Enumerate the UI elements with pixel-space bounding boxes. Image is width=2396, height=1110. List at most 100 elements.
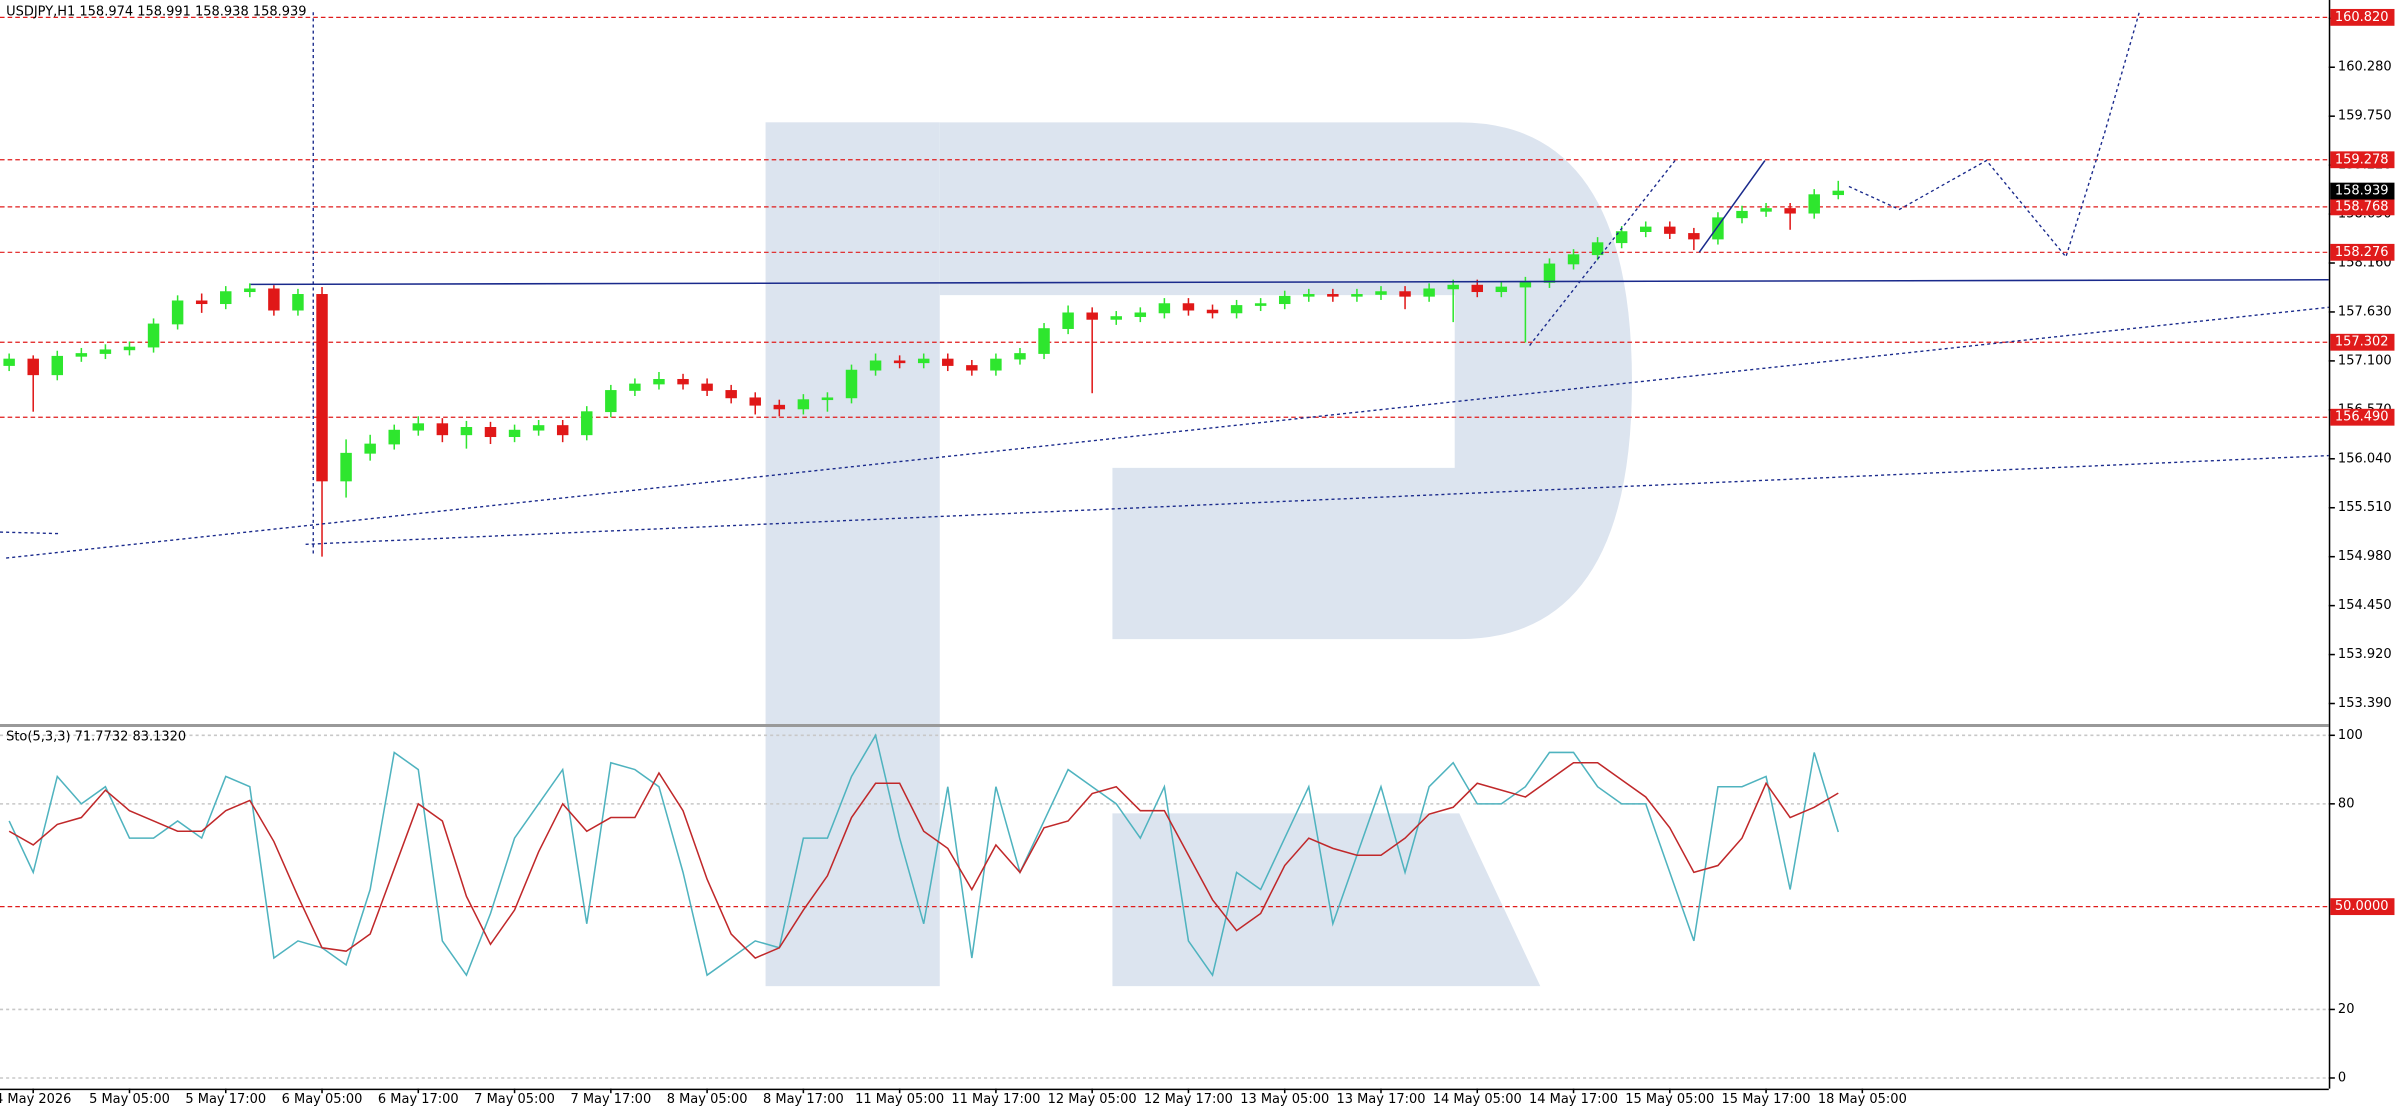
candle-body <box>1760 208 1772 212</box>
projection <box>1698 160 1766 253</box>
x-tick-label: 5 May 05:00 <box>89 1092 170 1107</box>
level-label: 158.768 <box>2335 199 2389 214</box>
candle-body <box>1519 282 1532 288</box>
y-tick-label: 154.450 <box>2338 598 2392 613</box>
candle-body <box>195 300 208 305</box>
candle-body <box>316 294 328 482</box>
series-line <box>8 733 1840 978</box>
candle-body <box>1664 226 1676 234</box>
x-tick-label: 13 May 17:00 <box>1336 1092 1425 1107</box>
candle-body <box>1351 294 1363 297</box>
level-label: 156.490 <box>2335 410 2389 425</box>
candle-body <box>27 358 39 376</box>
x-tick-label: 15 May 17:00 <box>1722 1092 1811 1107</box>
x-tick-label: 11 May 17:00 <box>951 1092 1040 1107</box>
candle-body <box>484 427 497 438</box>
candle-body <box>1230 305 1243 314</box>
level-label: 157.302 <box>2335 335 2389 350</box>
candle-body <box>581 411 593 436</box>
candle-body <box>629 383 641 391</box>
candle-body <box>3 358 15 366</box>
candle-body <box>893 360 906 364</box>
candle-body <box>1640 226 1652 232</box>
candle-body <box>845 369 858 399</box>
candle-body <box>1375 291 1387 295</box>
candle-body <box>701 383 713 391</box>
y-tick-label: 20 <box>2338 1002 2355 1017</box>
x-tick-label: 18 May 05:00 <box>1818 1092 1907 1107</box>
x-tick-label: 8 May 17:00 <box>763 1092 844 1107</box>
candle-body <box>244 288 256 293</box>
series-line <box>8 761 1839 959</box>
candle-body <box>268 288 280 311</box>
candle-body <box>1086 312 1098 320</box>
y-tick-label: 157.630 <box>2338 304 2392 319</box>
trend-line <box>305 454 2329 545</box>
candle-body <box>51 355 64 376</box>
candle-body <box>605 390 617 413</box>
watermark-bowl <box>939 122 1632 640</box>
candle-body <box>1158 303 1171 314</box>
x-tick-label: 12 May 05:00 <box>1048 1092 1137 1107</box>
y-tick-label: 153.390 <box>2338 696 2392 711</box>
level-label: 50.0000 <box>2335 899 2389 914</box>
candle-body <box>1615 231 1628 244</box>
candle-body <box>1712 217 1724 240</box>
candle-body <box>1447 284 1459 290</box>
x-tick-label: 7 May 05:00 <box>474 1092 555 1107</box>
level-label-box <box>2330 898 2395 916</box>
chart-title: USDJPY,H1 158.974 158.991 158.938 158.93… <box>6 5 306 20</box>
candle-body <box>75 353 88 357</box>
y-tick-label: 157.100 <box>2338 353 2392 368</box>
level-label-box <box>2330 408 2395 426</box>
candle-body <box>147 323 160 348</box>
candle-body <box>364 443 376 454</box>
candle-body <box>1495 286 1508 293</box>
candle-body <box>797 399 810 410</box>
candle-body <box>1206 309 1219 314</box>
candle-body <box>99 349 112 354</box>
candle-body <box>1062 312 1074 329</box>
candle-body <box>1014 353 1026 360</box>
level-label-box <box>2330 8 2395 26</box>
candle-body <box>1808 194 1820 214</box>
candle-body <box>653 378 665 385</box>
candle-body <box>388 429 400 445</box>
annotations <box>0 12 2329 559</box>
candle-body <box>340 452 352 482</box>
y-tick-label: 0 <box>2338 1070 2346 1085</box>
candle-body <box>966 365 978 371</box>
y-tick-label: 160.280 <box>2338 60 2392 75</box>
candle-body <box>1543 263 1556 283</box>
candle-body <box>773 404 786 410</box>
candle-body <box>1567 254 1580 265</box>
candle-body <box>292 294 304 311</box>
x-tick-label: 12 May 17:00 <box>1144 1092 1233 1107</box>
candle-body <box>123 346 136 351</box>
forecast-path <box>1848 12 2140 259</box>
current-price-label: 158.939 <box>2335 184 2389 199</box>
y-tick-label: 154.980 <box>2338 549 2392 564</box>
y-tick-label: 100 <box>2338 728 2363 743</box>
level-label-box <box>2330 151 2395 169</box>
candle-body <box>1832 190 1845 196</box>
candle-body <box>1278 295 1291 305</box>
candle-body <box>1471 284 1483 293</box>
candle-body <box>171 300 184 325</box>
candle-body <box>556 425 569 436</box>
x-tick-label: 6 May 05:00 <box>282 1092 363 1107</box>
candle-body <box>508 429 521 438</box>
candle-body <box>1182 303 1195 311</box>
y-tick-label: 156.040 <box>2338 451 2392 466</box>
candle-body <box>1423 288 1435 297</box>
candle-body <box>1303 294 1315 297</box>
candle-body <box>1591 242 1604 256</box>
candle-body <box>990 358 1002 371</box>
y-tick-label: 153.920 <box>2338 647 2392 662</box>
level-label-box <box>2330 198 2395 216</box>
candle-body <box>412 423 425 431</box>
x-tick-label: 11 May 05:00 <box>855 1092 944 1107</box>
candle-body <box>917 358 930 364</box>
level-label: 160.820 <box>2335 10 2389 25</box>
